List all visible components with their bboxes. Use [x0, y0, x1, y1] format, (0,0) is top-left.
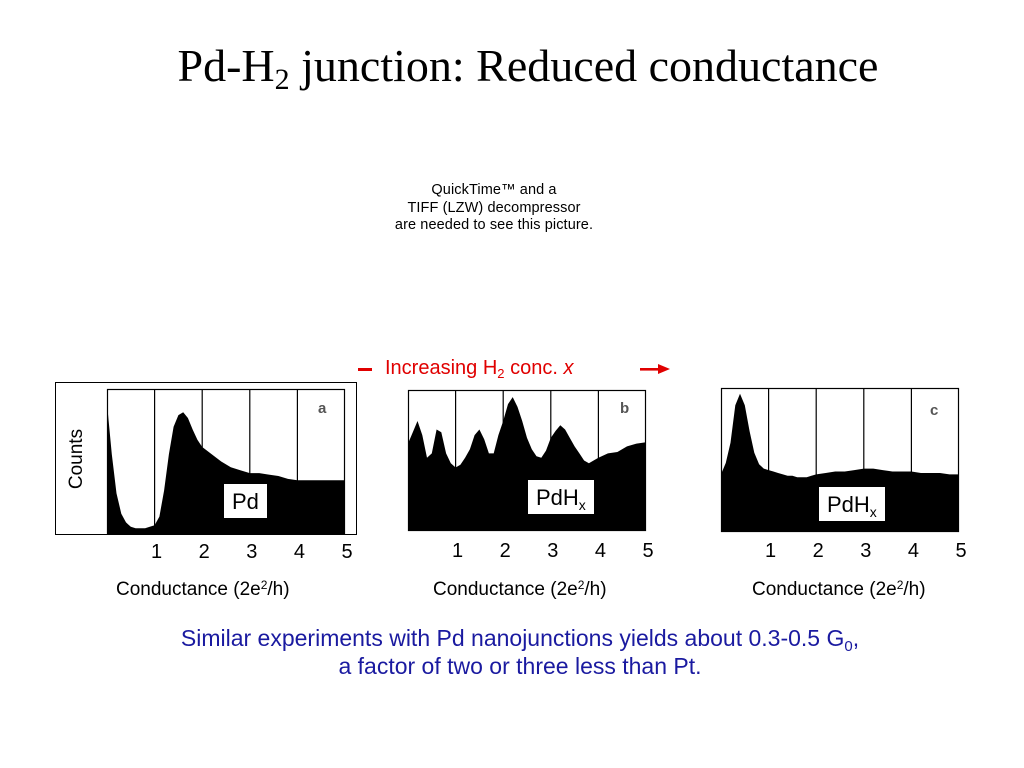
- x-tick-label: 3: [860, 540, 872, 562]
- x-axis-label-text: Conductance (2e: [433, 579, 578, 600]
- arrow-tail: [358, 368, 372, 371]
- arrow-head-icon: [640, 364, 670, 374]
- panel-label: Pd: [222, 482, 269, 520]
- caption-line-1: Similar experiments with Pd nanojunction…: [60, 624, 980, 655]
- x-tick-label: 1: [151, 541, 163, 563]
- x-axis-label: Conductance (2e2/h): [752, 579, 926, 601]
- panel-label-sub: x: [578, 497, 586, 513]
- caption-line-1-end: ,: [852, 625, 860, 651]
- panel-frame: [55, 382, 357, 535]
- x-axis-label-text: Conductance (2e: [116, 579, 261, 600]
- panel-letter: c: [930, 402, 939, 419]
- plot-border: [407, 389, 647, 532]
- x-tick-label: 1: [765, 540, 777, 562]
- x-tick-label: 5: [642, 540, 654, 562]
- x-tick-label: 3: [547, 540, 559, 562]
- arrow-label: Increasing H2 conc. x: [385, 357, 573, 380]
- x-tick-label: 4: [907, 540, 919, 562]
- x-tick-label: 2: [499, 540, 511, 562]
- arrow-label-mid: conc.: [504, 357, 564, 379]
- panel-label: PdHx: [817, 485, 887, 523]
- quicktime-line-2: TIFF (LZW) decompressor: [407, 199, 581, 216]
- panel-label-sub: x: [869, 504, 877, 520]
- panel-label-text: PdH: [536, 485, 579, 510]
- x-axis-label-end: /h): [267, 579, 290, 600]
- x-tick-label: 2: [198, 541, 210, 563]
- panel-letter: b: [620, 400, 630, 417]
- x-tick-label: 4: [594, 540, 606, 562]
- x-tick-label: 5: [341, 541, 353, 563]
- title-main: Pd-H: [177, 40, 275, 91]
- title-subscript: 2: [274, 63, 290, 96]
- title-rest: junction: Reduced conductance: [289, 40, 879, 91]
- arrow-label-variable: x: [563, 357, 574, 379]
- panel-label-text: Pd: [232, 489, 259, 514]
- panel-label: PdHx: [526, 478, 596, 516]
- slide-caption: Similar experiments with Pd nanojunction…: [60, 624, 980, 680]
- x-axis-label-sup: 2: [260, 578, 268, 592]
- arrow-label-sub: 2: [497, 366, 505, 381]
- panel-label-text: PdH: [827, 492, 870, 517]
- concentration-arrow: Increasing H2 conc. x: [354, 356, 674, 384]
- x-axis-label: Conductance (2e2/h): [116, 579, 290, 601]
- plot-border: [106, 388, 346, 535]
- panel-letter: a: [318, 400, 327, 417]
- x-axis-label-text: Conductance (2e: [752, 579, 897, 600]
- caption-subscript: 0: [844, 638, 853, 655]
- x-tick-label: 1: [452, 540, 464, 562]
- quicktime-line-1: QuickTime™ and a: [431, 182, 557, 198]
- histogram-area: [721, 393, 959, 532]
- caption-line-1-text: Similar experiments with Pd nanojunction…: [180, 625, 845, 651]
- histogram-area: [107, 403, 345, 534]
- x-axis-label-end: /h): [903, 579, 926, 600]
- x-tick-label: 5: [955, 540, 967, 562]
- x-tick-label: 2: [812, 540, 824, 562]
- plot-border: [720, 387, 960, 533]
- x-tick-label: 3: [246, 541, 258, 563]
- x-axis-label-end: /h): [584, 579, 607, 600]
- x-tick-label: 4: [293, 541, 305, 563]
- quicktime-placeholder: QuickTime™ and a TIFF (LZW) decompressor…: [360, 182, 628, 235]
- quicktime-line-3: are needed to see this picture.: [394, 217, 594, 233]
- arrow-label-pre: Increasing H: [385, 357, 498, 379]
- histogram-plot: [720, 387, 960, 533]
- x-axis-label: Conductance (2e2/h): [433, 579, 607, 601]
- caption-line-2: a factor of two or three less than Pt.: [338, 653, 702, 679]
- x-axis-label-sup: 2: [896, 578, 904, 592]
- slide-title: Pd-H2 junction: Reduced conductance: [0, 38, 1024, 96]
- x-axis-label-sup: 2: [577, 578, 585, 592]
- histogram-panel-c: [720, 387, 960, 533]
